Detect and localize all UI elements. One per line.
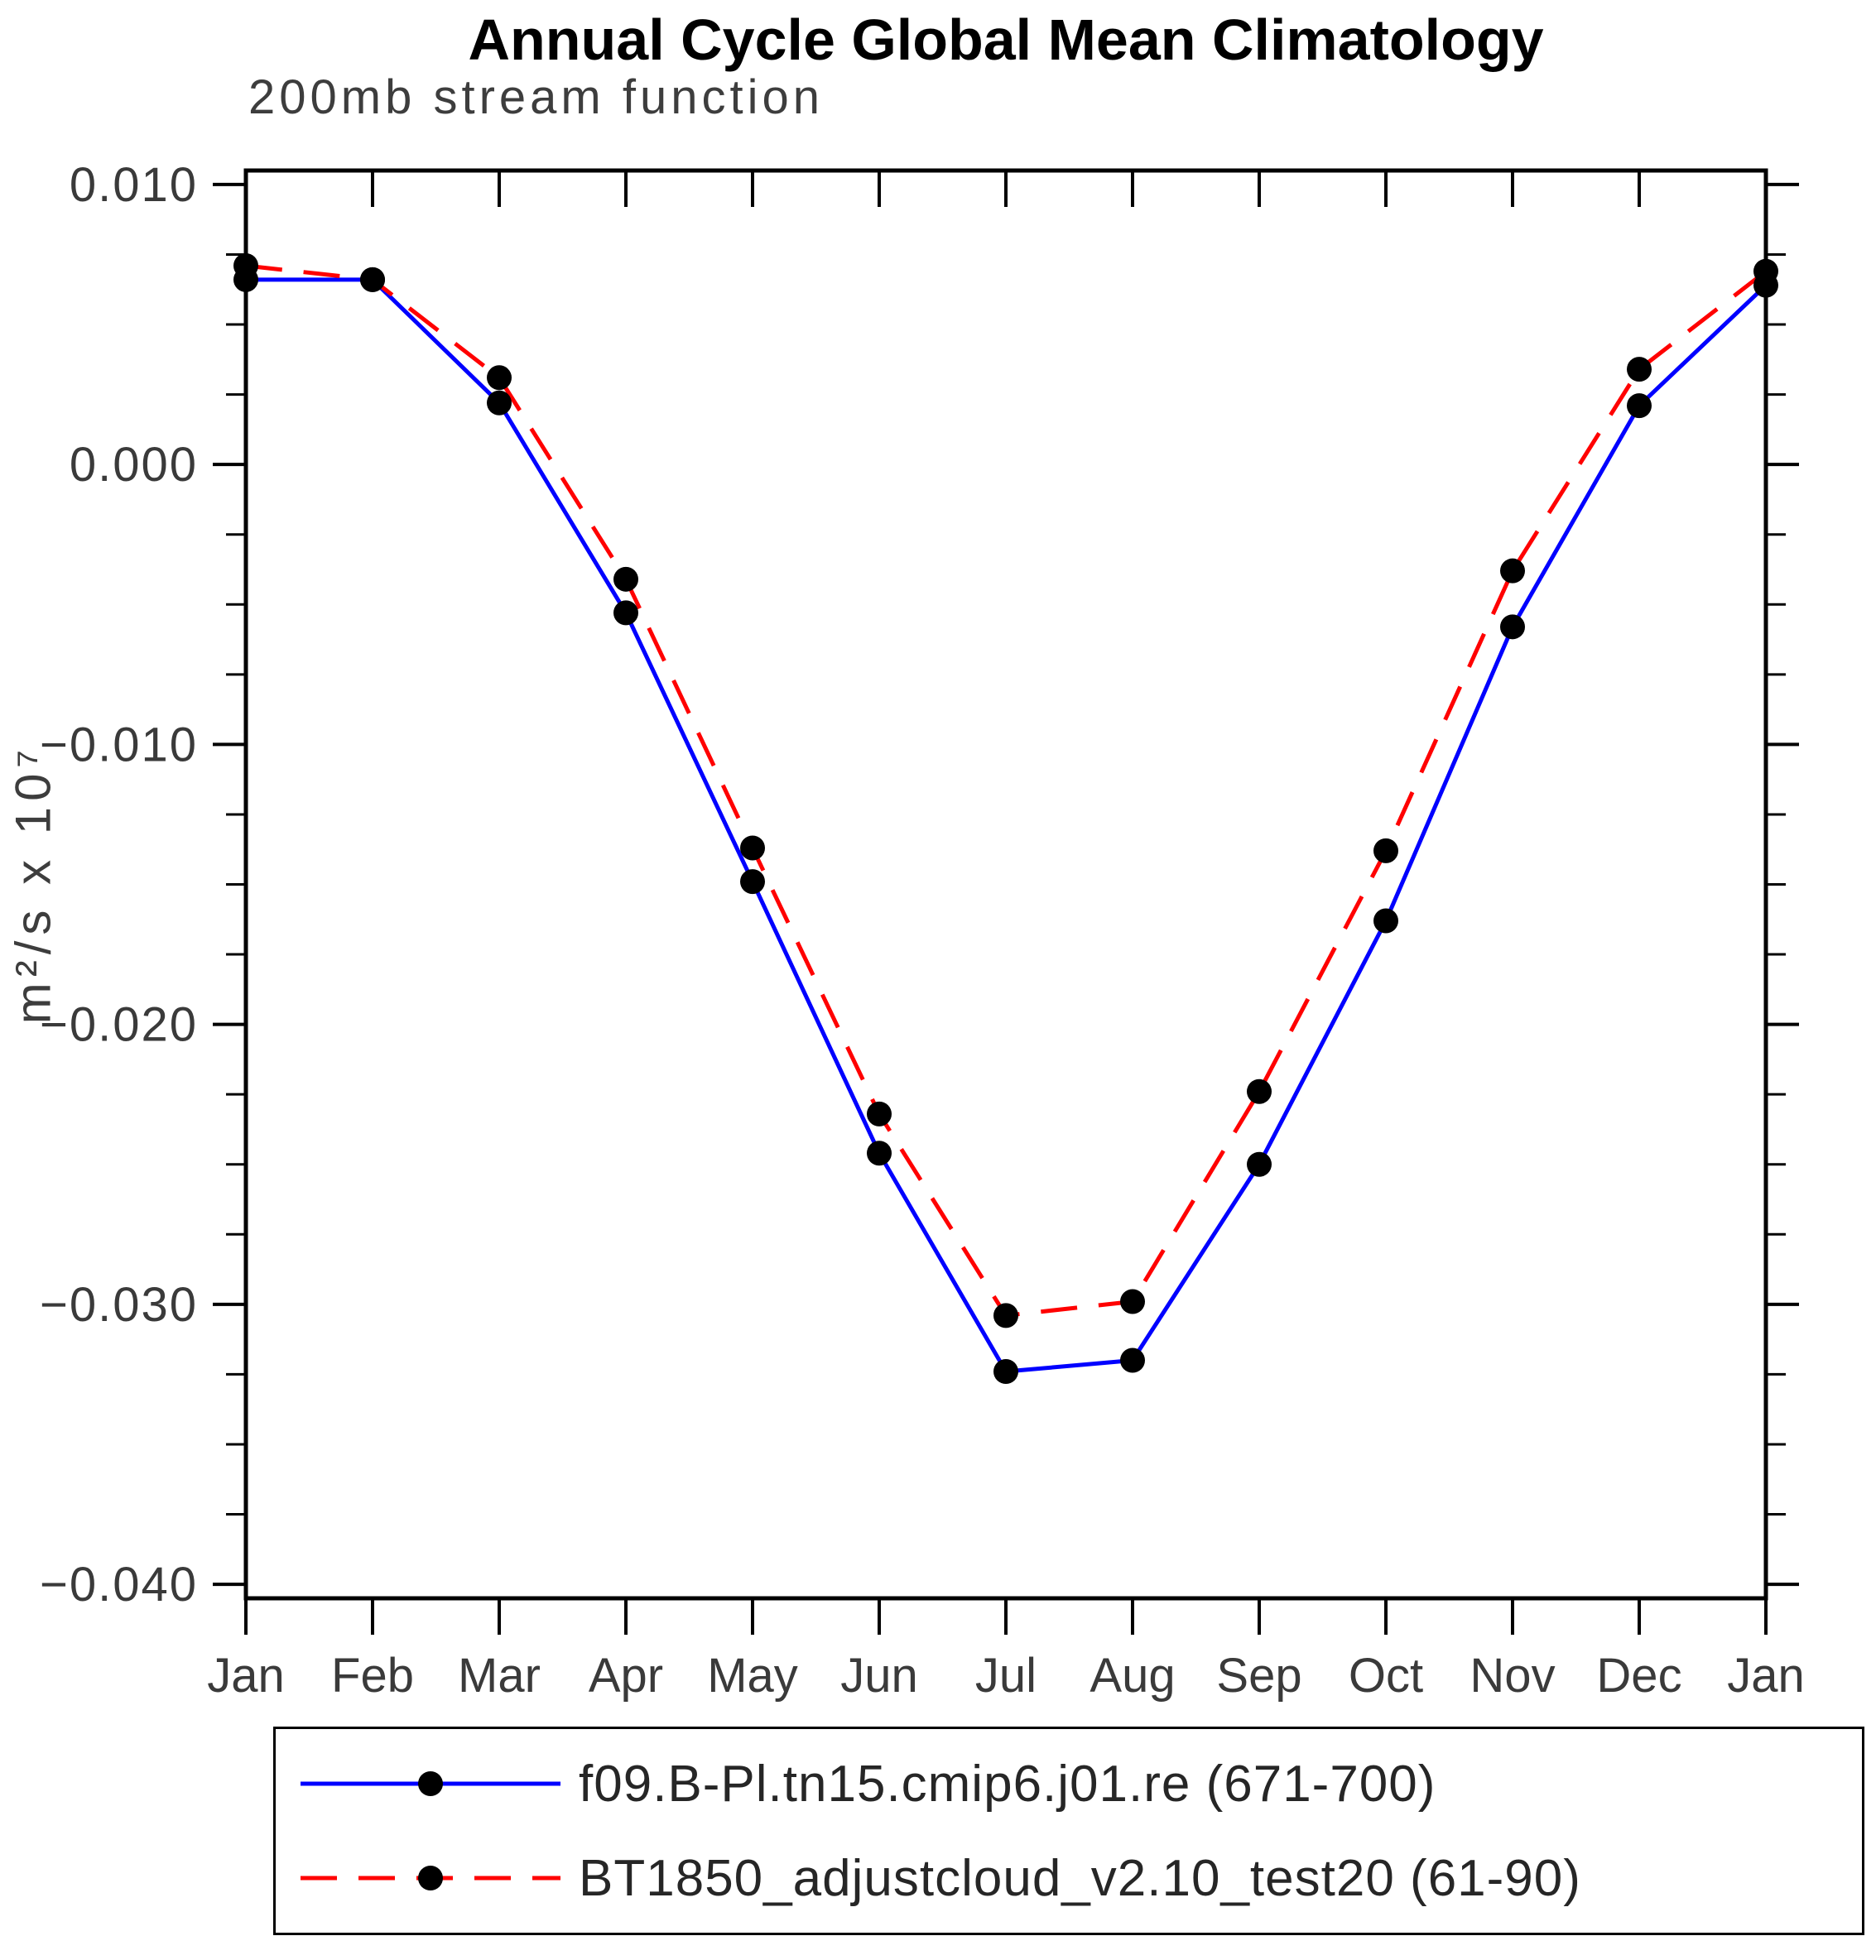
- legend-label: f09.B-Pl.tn15.cmip6.j01.re (671-700): [579, 1755, 1436, 1813]
- svg-text:Aug: Aug: [1090, 1649, 1175, 1703]
- svg-text:−0.010: −0.010: [40, 718, 198, 771]
- svg-text:Feb: Feb: [331, 1649, 414, 1703]
- svg-text:Apr: Apr: [589, 1649, 663, 1703]
- legend-line-sample-dashed: [301, 1866, 560, 1890]
- legend: f09.B-Pl.tn15.cmip6.j01.re (671-700) BT1…: [273, 1727, 1864, 1935]
- svg-text:−0.030: −0.030: [40, 1278, 198, 1332]
- chart-title: Annual Cycle Global Mean Climatology: [468, 7, 1544, 72]
- legend-item: BT1850_adjustcloud_v2.10_test20 (61-90): [294, 1837, 1862, 1919]
- svg-text:−0.040: −0.040: [40, 1558, 198, 1612]
- svg-text:Oct: Oct: [1349, 1649, 1423, 1703]
- svg-text:Jan: Jan: [207, 1649, 285, 1703]
- svg-text:Mar: Mar: [458, 1649, 541, 1703]
- svg-text:May: May: [707, 1649, 798, 1703]
- svg-text:Sep: Sep: [1216, 1649, 1301, 1703]
- svg-text:Jun: Jun: [840, 1649, 918, 1703]
- svg-text:0.000: 0.000: [70, 438, 198, 492]
- legend-line-sample-solid: [301, 1771, 560, 1796]
- svg-text:Nov: Nov: [1470, 1649, 1555, 1703]
- legend-label: BT1850_adjustcloud_v2.10_test20 (61-90): [579, 1849, 1581, 1907]
- legend-item: f09.B-Pl.tn15.cmip6.j01.re (671-700): [294, 1742, 1862, 1825]
- svg-text:Jan: Jan: [1727, 1649, 1805, 1703]
- svg-text:Jul: Jul: [975, 1649, 1037, 1703]
- svg-text:0.010: 0.010: [70, 158, 198, 212]
- svg-text:Dec: Dec: [1596, 1649, 1681, 1703]
- svg-text:−0.020: −0.020: [40, 998, 198, 1052]
- chart-subtitle: 200mb stream function: [248, 70, 824, 124]
